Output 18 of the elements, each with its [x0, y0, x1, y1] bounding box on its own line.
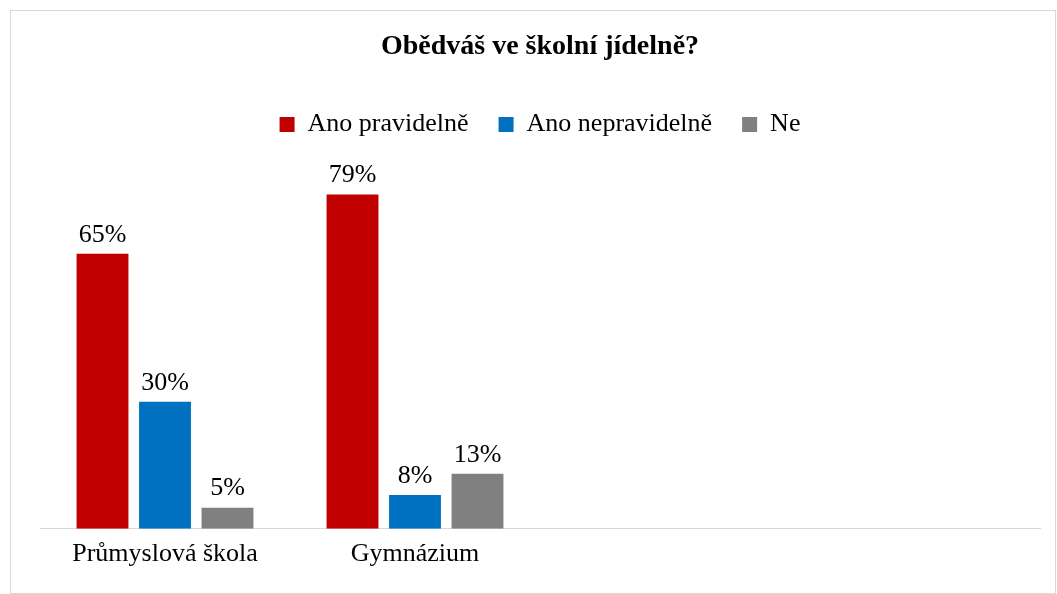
x-tick-label: Gymnázium — [350, 538, 480, 568]
bar — [76, 253, 129, 529]
bar — [201, 507, 254, 529]
chart-title: Obědváš ve školní jídelně? — [380, 29, 700, 61]
legend-label: Ano nepravidelně — [526, 108, 713, 138]
data-label: 5% — [210, 472, 245, 502]
data-label: 8% — [397, 459, 433, 489]
bar — [139, 401, 191, 529]
data-label: 13% — [453, 438, 502, 468]
legend-label: Ne — [770, 108, 801, 138]
data-label: 65% — [78, 218, 127, 248]
bar — [389, 494, 441, 529]
x-tick-label: Průmyslová škola — [72, 538, 259, 568]
data-label: 30% — [141, 366, 189, 396]
bar — [451, 473, 504, 529]
data-label: 79% — [328, 159, 377, 189]
bar — [326, 194, 379, 529]
legend-label: Ano pravidelně — [307, 108, 469, 138]
